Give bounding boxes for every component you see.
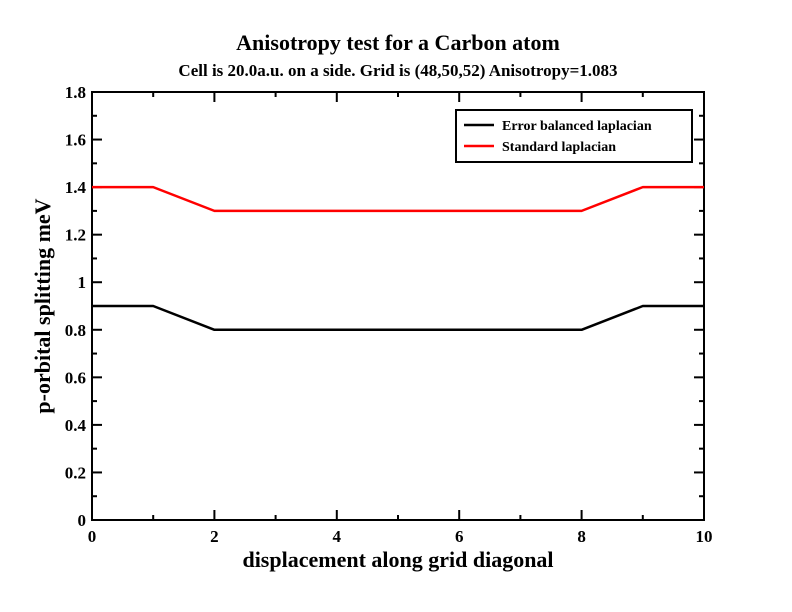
x-tick-label: 6 (455, 527, 464, 546)
series-line-0 (92, 304, 704, 332)
chart-title: Anisotropy test for a Carbon atom (236, 30, 560, 55)
series-line-1 (92, 185, 704, 213)
y-tick-label: 1.2 (65, 226, 86, 245)
x-tick-label: 2 (210, 527, 219, 546)
y-tick-label: 0.2 (65, 463, 86, 482)
x-axis-ticks: 0 2 4 6 8 10 (88, 92, 713, 546)
chart-subtitle: Cell is 20.0a.u. on a side. Grid is (48,… (178, 61, 617, 80)
series-lines (92, 185, 704, 332)
x-tick-label: 10 (696, 527, 713, 546)
y-tick-label: 0.4 (65, 416, 87, 435)
x-tick-label: 4 (333, 527, 342, 546)
y-tick-label: 1 (78, 273, 87, 292)
legend-label-error-balanced: Error balanced laplacian (502, 119, 652, 134)
y-tick-label: 0.6 (65, 368, 86, 387)
y-tick-label: 0 (78, 511, 87, 530)
legend-label-standard: Standard laplacian (502, 140, 616, 155)
y-tick-label: 0.8 (65, 321, 86, 340)
legend: Error balanced laplacian Standard laplac… (455, 109, 693, 163)
y-tick-label: 1.6 (65, 131, 86, 150)
x-tick-label: 0 (88, 527, 97, 546)
y-tick-label: 1.4 (65, 178, 87, 197)
y-axis-ticks: 0 0.2 0.4 0.6 0.8 1 1.2 1.4 1.6 1.8 (65, 83, 704, 530)
x-tick-label: 8 (577, 527, 586, 546)
x-axis-label: displacement along grid diagonal (242, 547, 553, 572)
y-axis-label: p-orbital splitting meV (30, 198, 55, 413)
legend-box (455, 109, 693, 163)
y-tick-label: 1.8 (65, 83, 86, 102)
